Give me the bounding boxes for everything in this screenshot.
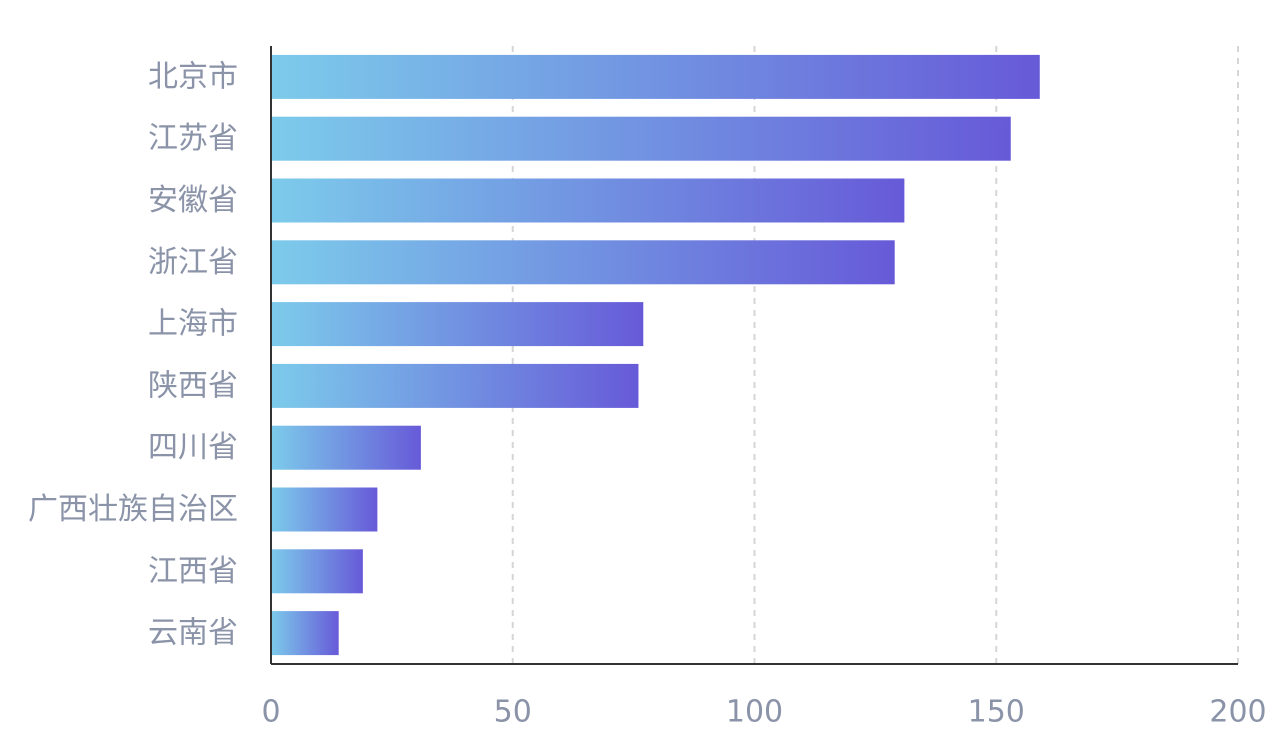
- tick-labels: 0 50 100 150 200: [261, 695, 1266, 730]
- bar-9: [271, 611, 339, 656]
- category-label: 江西省: [148, 554, 238, 589]
- category-label: 江苏省: [148, 121, 238, 156]
- category-label: 广西壮族自治区: [28, 492, 238, 527]
- x-tick-label: 200: [1209, 695, 1266, 730]
- x-tick-label: 50: [494, 695, 532, 730]
- bar-2: [271, 178, 905, 223]
- category-label: 上海市: [148, 307, 238, 342]
- bar-8: [271, 549, 363, 594]
- bar-5: [271, 363, 639, 408]
- bar-7: [271, 487, 378, 532]
- bar-1: [271, 116, 1011, 161]
- axes: [270, 46, 1238, 665]
- category-label: 浙江省: [148, 245, 238, 280]
- category-label: 陕西省: [148, 368, 238, 403]
- bar-4: [271, 302, 644, 347]
- bar-6: [271, 425, 421, 470]
- category-label: 北京市: [148, 59, 238, 94]
- category-label: 四川省: [148, 430, 238, 465]
- bar-3: [271, 240, 895, 285]
- x-tick-label: 100: [726, 695, 783, 730]
- x-tick-label: 0: [261, 695, 280, 730]
- bars: [271, 54, 1040, 656]
- x-tick-label: 150: [968, 695, 1025, 730]
- category-label: 安徽省: [148, 183, 238, 218]
- category-label: 云南省: [148, 616, 238, 651]
- bar-0: [271, 54, 1040, 99]
